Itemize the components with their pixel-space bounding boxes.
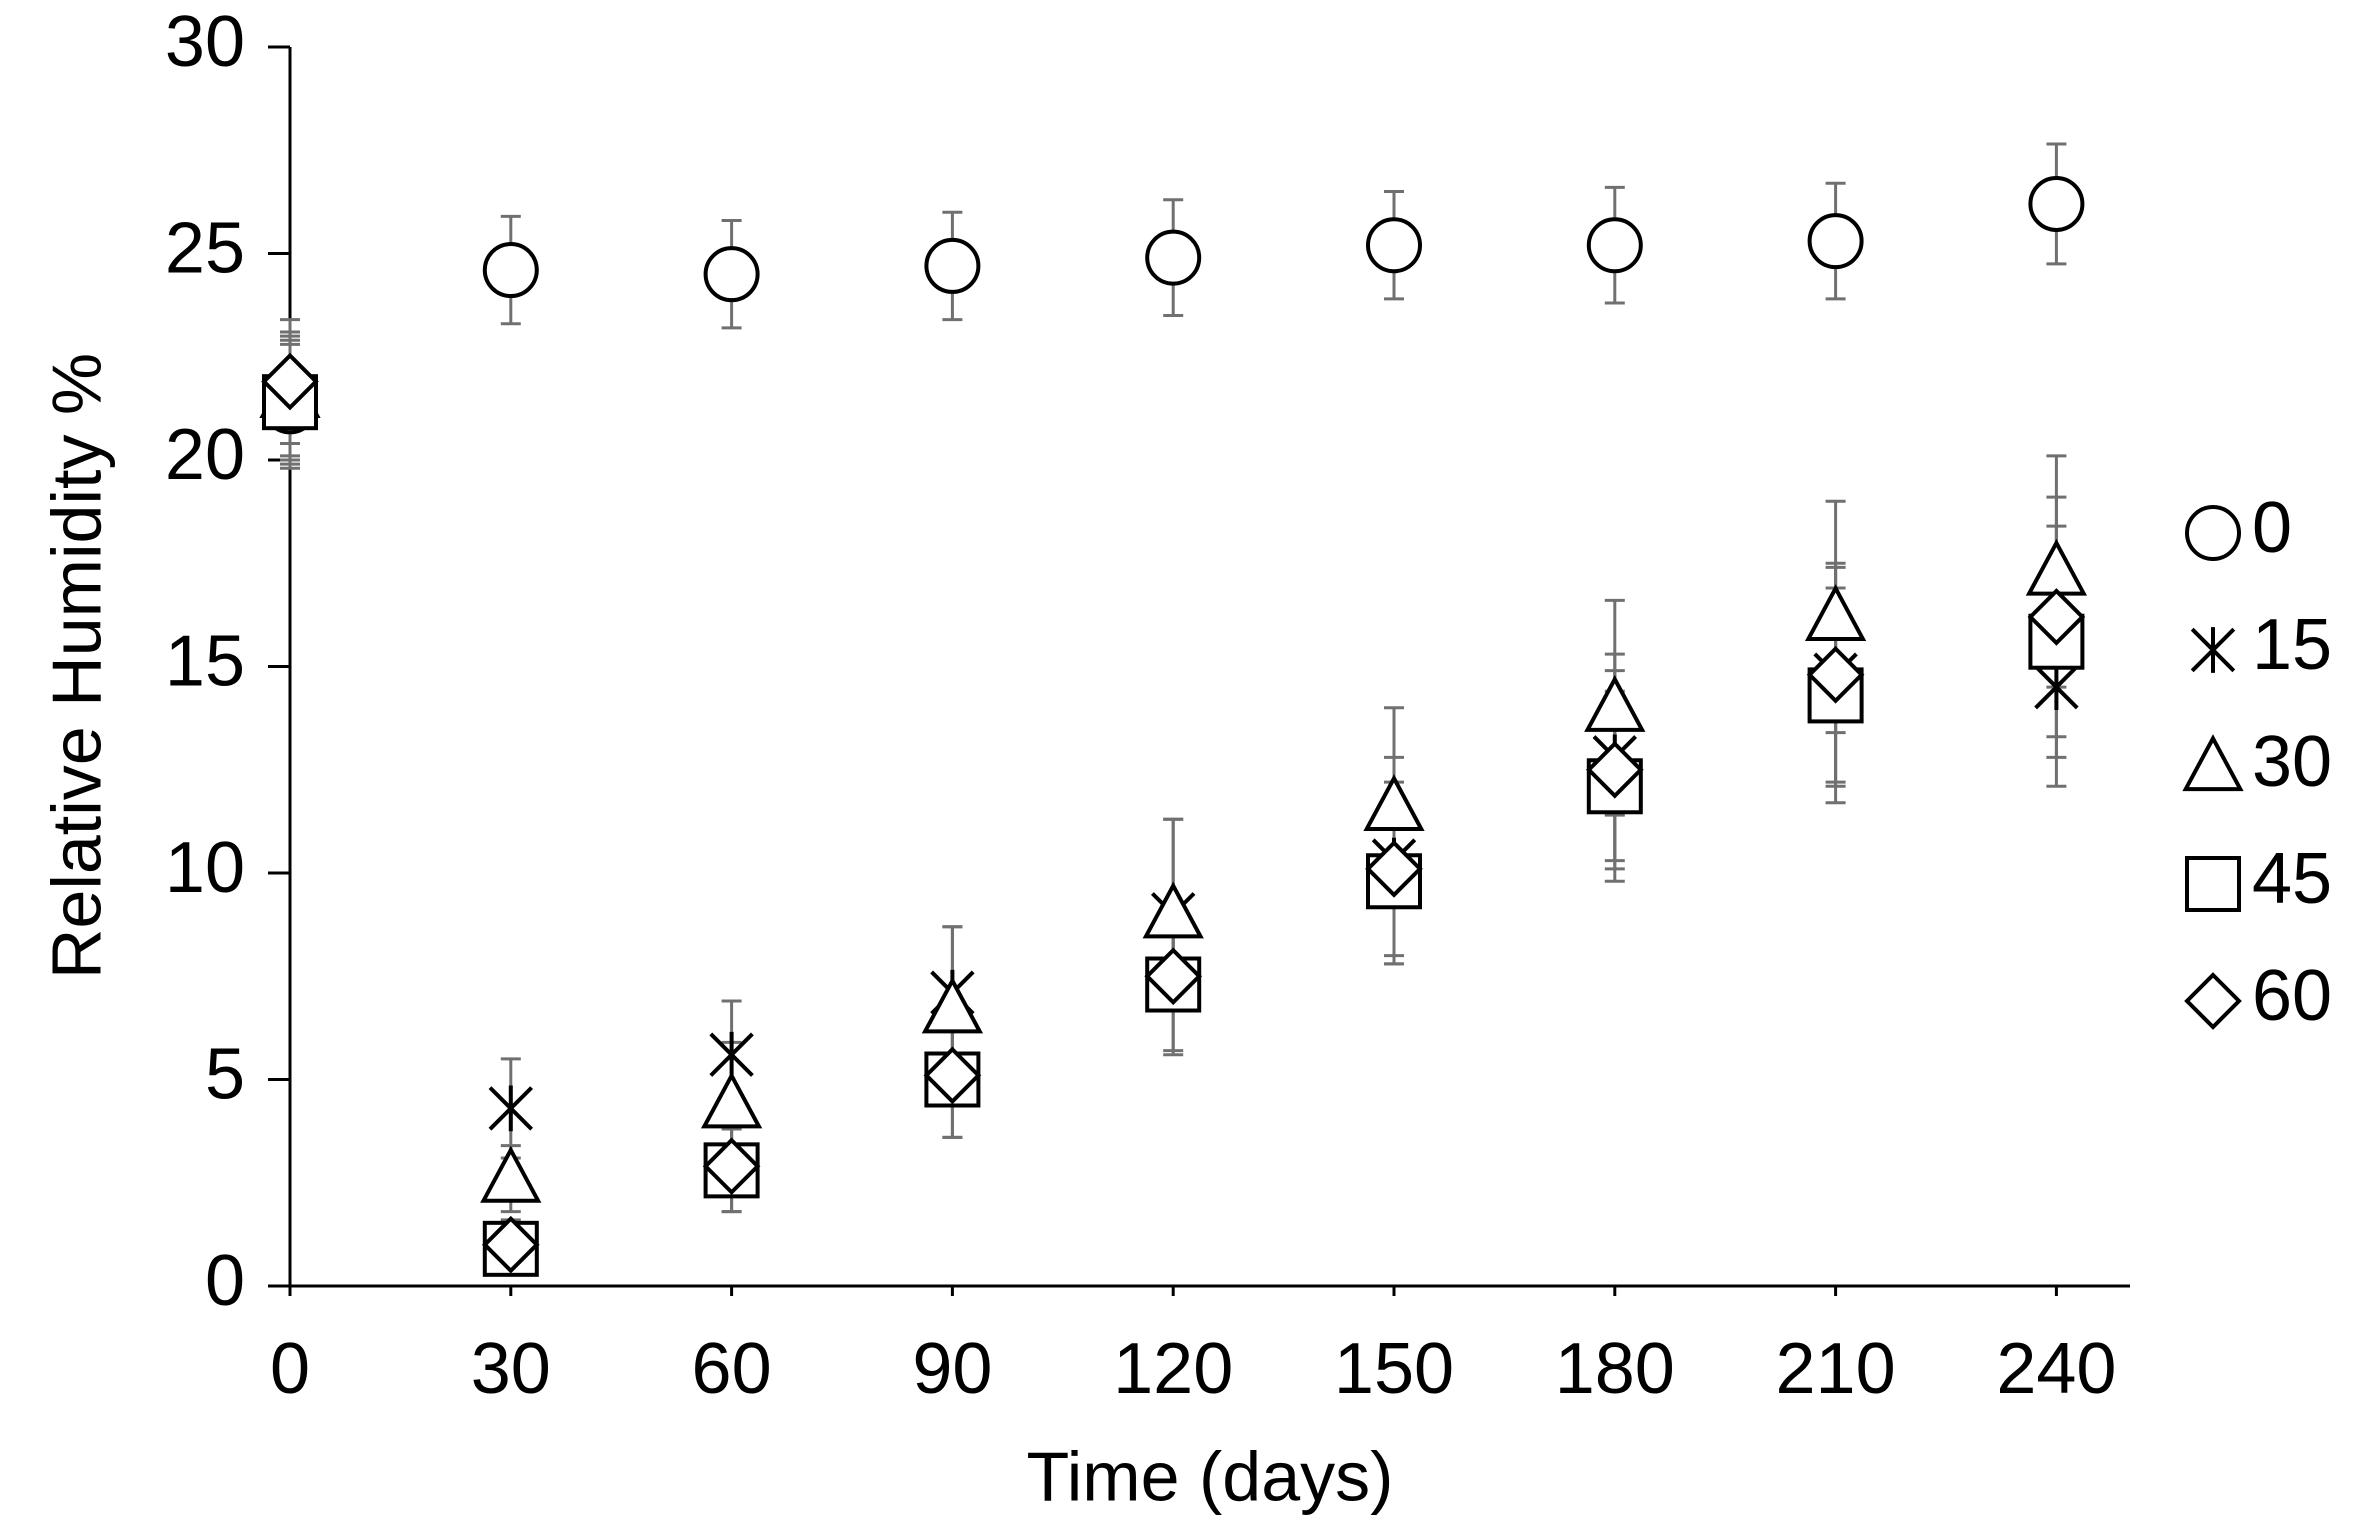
marker-diamond: [923, 1046, 982, 1105]
marker-diamond: [1585, 740, 1644, 799]
x-tick-label: 120: [1113, 1329, 1233, 1409]
marker-circle: [2028, 175, 2085, 232]
legend-label: 45: [2252, 839, 2332, 919]
legend-label: 0: [2252, 488, 2292, 568]
y-tick-label: 25: [165, 209, 245, 289]
marker-triangle: [1142, 881, 1204, 939]
marker-circle: [1145, 229, 1202, 286]
marker-diamond: [1806, 645, 1865, 704]
marker-diamond: [261, 352, 319, 411]
marker-circle: [703, 246, 760, 303]
y-tick-label: 30: [165, 2, 245, 82]
x-tick-label: 180: [1555, 1329, 1675, 1409]
marker-asterisk: [709, 1031, 754, 1078]
marker-diamond: [1144, 947, 1203, 1006]
marker-circle: [1366, 217, 1422, 274]
y-axis-title: Relative Humidity %: [37, 353, 115, 979]
marker-triangle: [1804, 584, 1867, 642]
marker-circle: [1586, 217, 1643, 274]
marker-circle: [1807, 213, 1864, 270]
x-tick-label: 0: [270, 1329, 310, 1409]
x-axis-title: Time (days): [1027, 1437, 1394, 1515]
marker-asterisk: [488, 1085, 534, 1132]
x-tick-label: 240: [1996, 1329, 2116, 1409]
marker-circle: [2185, 505, 2241, 561]
x-tick-label: 150: [1334, 1329, 1454, 1409]
marker-asterisk: [2190, 627, 2236, 673]
marker-triangle: [2025, 538, 2088, 596]
marker-diamond: [1365, 840, 1423, 898]
marker-circle: [482, 242, 539, 299]
x-tick-label: 90: [912, 1329, 992, 1409]
y-tick-label: 0: [205, 1241, 245, 1321]
marker-triangle: [480, 1145, 542, 1203]
marker-triangle: [1584, 674, 1646, 732]
y-tick-label: 20: [165, 415, 245, 495]
marker-diamond: [481, 1215, 540, 1274]
y-tick-label: 10: [165, 828, 245, 908]
marker-diamond: [702, 1137, 761, 1196]
legend-label: 15: [2252, 605, 2332, 685]
marker-asterisk: [2034, 664, 2079, 711]
marker-diamond: [2027, 588, 2086, 646]
marker-square: [2185, 856, 2241, 912]
x-tick-label: 60: [692, 1329, 772, 1409]
marker-circle: [924, 237, 981, 294]
y-tick-label: 5: [205, 1035, 245, 1115]
marker-diamond: [2184, 972, 2242, 1030]
marker-triangle: [921, 976, 984, 1034]
x-tick-label: 30: [471, 1329, 551, 1409]
y-tick-label: 15: [165, 622, 245, 702]
marker-triangle: [2182, 734, 2244, 792]
legend-label: 60: [2252, 956, 2332, 1036]
legend-label: 30: [2252, 722, 2332, 802]
x-tick-label: 210: [1776, 1329, 1896, 1409]
marker-triangle: [700, 1071, 763, 1129]
marker-triangle: [1363, 774, 1425, 832]
